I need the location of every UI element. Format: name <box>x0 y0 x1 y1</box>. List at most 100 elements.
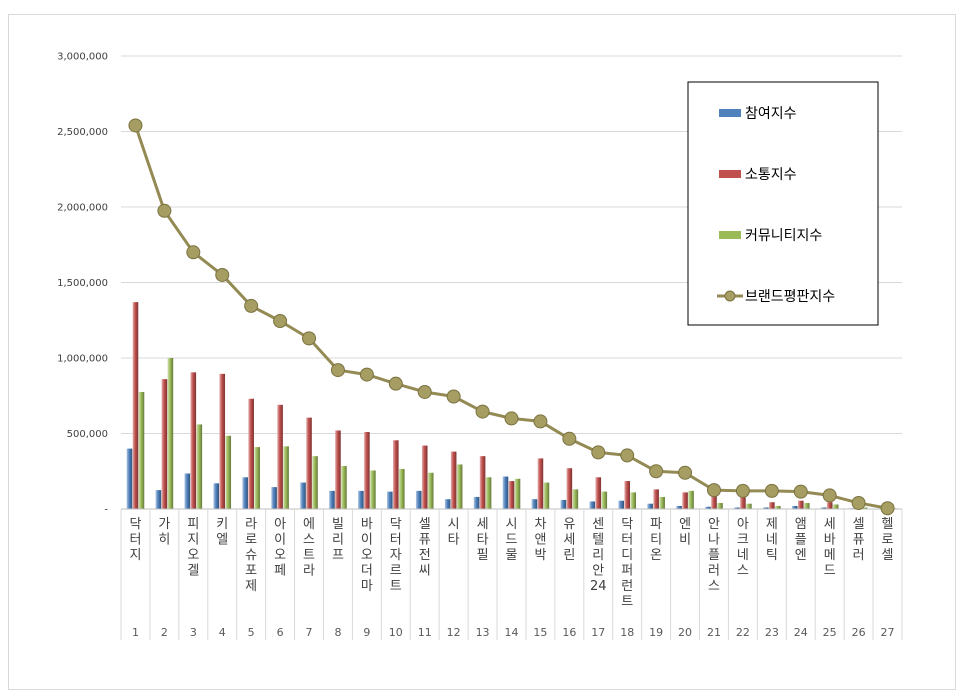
category-label-char: 물 <box>506 548 518 563</box>
category-label-char: 오 <box>187 548 199 563</box>
bar-1-12 <box>444 499 451 509</box>
bar-3-14 <box>514 478 521 509</box>
rank-label: 4 <box>219 626 226 639</box>
bar-3-25 <box>832 504 839 509</box>
category-label-char: 텔 <box>592 533 604 548</box>
category-label-char: 박 <box>534 548 546 563</box>
rank-label: 22 <box>736 626 750 639</box>
category-label-char: 러 <box>853 548 865 563</box>
category-label-char: 아 <box>274 517 286 532</box>
bar-3-5 <box>254 447 260 509</box>
category-label-char: 라 <box>245 517 257 532</box>
rank-label: 14 <box>505 626 519 639</box>
bar-2-17 <box>595 477 602 509</box>
line-point-11 <box>417 384 432 399</box>
line-point-17 <box>591 445 606 460</box>
rank-label: 10 <box>389 626 403 639</box>
bar-1-18 <box>618 500 625 509</box>
category-label-char: 더 <box>361 564 373 579</box>
category-label-char: 터 <box>129 533 141 548</box>
line-point-24 <box>793 484 808 499</box>
legend-swatch-1 <box>719 109 741 117</box>
line-point-23 <box>764 483 779 498</box>
bar-2-9 <box>364 431 370 509</box>
rank-label: 16 <box>562 626 576 639</box>
bar-1-7 <box>300 482 306 509</box>
category-label-char: 헬 <box>882 517 894 532</box>
y-tick-label: 500,000 <box>67 429 108 440</box>
category-label-char: 닥 <box>129 517 141 532</box>
category-label-char: 트 <box>621 595 633 610</box>
bar-1-16 <box>560 499 567 509</box>
category-label-char: 크 <box>737 533 749 548</box>
category-label-char: 피 <box>187 517 199 532</box>
category-label-char: 세 <box>477 517 489 532</box>
rank-label: 15 <box>533 626 547 639</box>
category-label-char: 앰 <box>795 517 807 532</box>
category-label-char: 페 <box>274 564 286 579</box>
bar-3-16 <box>572 489 579 509</box>
bar-2-18 <box>624 481 631 509</box>
rank-label: 8 <box>334 626 341 639</box>
line-point-13 <box>475 404 490 419</box>
category-label-char: 라 <box>303 564 315 579</box>
bar-1-8 <box>329 490 335 509</box>
line-point-25 <box>822 488 837 503</box>
y-tick-label: 1,000,000 <box>57 354 108 365</box>
bar-1-24 <box>791 505 798 509</box>
line-point-19 <box>649 464 664 479</box>
line-point-2 <box>157 203 172 218</box>
category-label-char: 필 <box>477 548 489 563</box>
category-label-char: 트 <box>390 579 402 594</box>
bar-3-23 <box>775 505 781 509</box>
category-label-char: 런 <box>621 579 633 594</box>
bar-1-23 <box>763 507 769 509</box>
bar-2-24 <box>797 500 804 509</box>
category-label-char: 린 <box>563 548 575 563</box>
category-label-char: 이 <box>361 533 373 548</box>
bar-1-19 <box>647 503 653 509</box>
category-label-char: 비 <box>679 533 691 548</box>
category-label-char: 시 <box>506 517 518 532</box>
category-label-char: 마 <box>361 579 373 594</box>
bar-3-4 <box>225 435 232 509</box>
category-label-char: 플 <box>708 548 720 563</box>
chart-frame <box>8 14 956 690</box>
rank-label: 17 <box>591 626 605 639</box>
rank-label: 5 <box>248 626 255 639</box>
category-label-char: 지 <box>129 548 141 563</box>
category-label-char: 유 <box>563 517 575 532</box>
rank-label: 2 <box>161 626 168 639</box>
category-label-char: 디 <box>621 548 633 563</box>
bar-3-7 <box>312 456 318 509</box>
rank-label: 11 <box>418 626 432 639</box>
category-label-char: 나 <box>708 533 720 548</box>
rank-label: 20 <box>678 626 692 639</box>
bar-3-19 <box>659 496 665 509</box>
bar-2-11 <box>421 445 428 509</box>
line-point-4 <box>215 267 230 282</box>
category-label-char: 셀 <box>882 548 894 563</box>
category-label-char: 바 <box>361 517 373 532</box>
category-label-char: 씨 <box>419 564 431 579</box>
line-point-27 <box>880 501 895 516</box>
line-point-12 <box>446 389 461 404</box>
category-label-char: 스 <box>737 564 749 579</box>
bar-3-6 <box>283 446 289 509</box>
category-label-char: 퓨 <box>853 533 865 548</box>
line-point-9 <box>359 367 374 382</box>
bar-2-20 <box>682 492 688 509</box>
